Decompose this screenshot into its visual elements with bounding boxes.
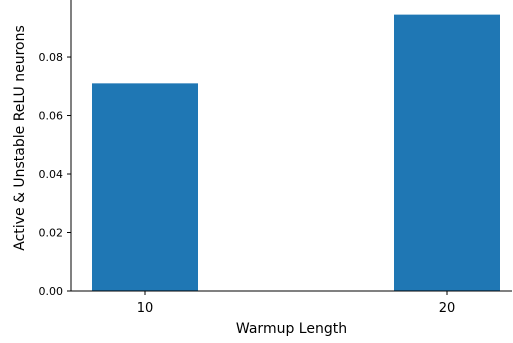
bars <box>92 14 500 292</box>
y-tick-label: 0.02 <box>39 227 64 240</box>
x-axis-label: Warmup Length <box>236 321 347 337</box>
bar-10 <box>92 83 198 291</box>
x-tick-label: 10 <box>137 301 154 316</box>
y-tick-label: 0.06 <box>39 110 64 123</box>
x-axis-ticks: 10 20 <box>137 291 456 316</box>
y-tick-label: 0.08 <box>39 51 64 64</box>
y-tick-label: 0.04 <box>39 168 64 181</box>
y-axis-label: Active & Unstable ReLU neurons <box>12 25 28 251</box>
bar-20 <box>394 14 500 292</box>
y-tick-label: 0.00 <box>39 285 64 298</box>
x-tick-label: 20 <box>439 301 456 316</box>
y-axis-ticks: 0.00 0.02 0.04 0.06 0.08 <box>39 51 71 298</box>
